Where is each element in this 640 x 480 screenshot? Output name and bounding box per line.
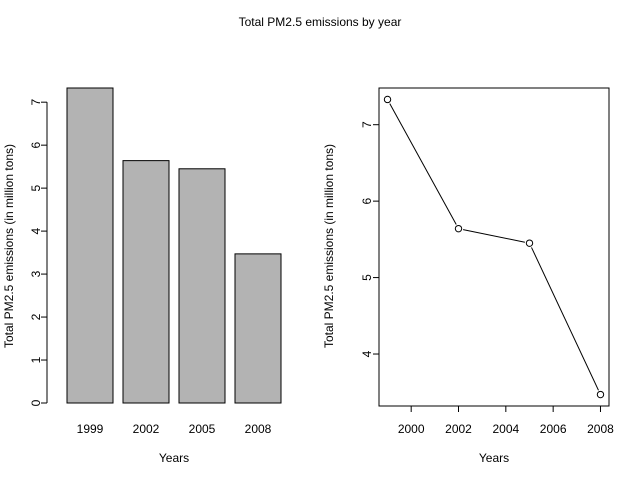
line-y-tick-label: 5 (360, 274, 374, 281)
line-point-2002 (454, 224, 463, 233)
line-segment (389, 103, 457, 225)
line-y-tick-label: 4 (360, 350, 374, 357)
line-point-2008 (596, 390, 605, 399)
line-y-tick-label: 6 (360, 197, 374, 204)
bar-y-axis-label: Total PM2.5 emissions (in million tons) (2, 144, 16, 348)
line-x-axis-label: Years (479, 451, 509, 465)
line-x-tick-label: 2008 (587, 422, 614, 436)
line-y-axis-label: Total PM2.5 emissions (in million tons) (322, 144, 336, 348)
bar-y-tick-label: 7 (29, 99, 43, 106)
bar-category-label: 2002 (133, 422, 160, 436)
bar-marks: 1999 2002 2005 2008 (66, 87, 282, 436)
bar-2008 (234, 253, 282, 404)
bar-y-tick-label: 1 (29, 356, 43, 363)
bar-x-axis-label: Years (159, 451, 189, 465)
line-x-axis: 2000 2002 2004 2006 2008 (398, 405, 614, 436)
line-y-axis: 4 5 6 7 (360, 121, 380, 357)
line-x-tick-label: 2002 (445, 422, 472, 436)
figure-title: Total PM2.5 emissions by year (239, 15, 402, 29)
line-y-tick-label: 7 (360, 121, 374, 128)
line-chart: 2000 2002 2004 2006 2008 4 5 6 7 Years Total PM… (322, 87, 614, 465)
bar-y-tick-label: 3 (29, 270, 43, 277)
bar-y-tick-label: 0 (29, 399, 43, 406)
bar-y-tick-label: 4 (29, 227, 43, 234)
bar-category-label: 2008 (245, 422, 272, 436)
bar-category-label: 1999 (77, 422, 104, 436)
bar-y-tick-label: 6 (29, 141, 43, 148)
line-segment (463, 229, 525, 243)
line-point-1999 (383, 95, 392, 104)
bar-category-label: 2005 (189, 422, 216, 436)
line-point-2005 (525, 239, 534, 247)
line-marks (383, 95, 605, 399)
bar-2002 (122, 160, 170, 404)
line-x-tick-label: 2006 (540, 422, 567, 436)
bar-chart: 1999 2002 2005 2008 0 1 2 3 4 5 6 7 Years Total PM… (2, 87, 282, 465)
bar-2005 (178, 168, 226, 404)
bar-y-axis: 0 1 2 3 4 5 6 7 (29, 99, 48, 406)
bar-1999 (66, 87, 114, 404)
bar-y-tick-label: 2 (29, 313, 43, 320)
bar-y-tick-label: 5 (29, 184, 43, 191)
line-x-tick-label: 2000 (398, 422, 425, 436)
line-segment (531, 247, 599, 391)
line-x-tick-label: 2004 (492, 422, 519, 436)
